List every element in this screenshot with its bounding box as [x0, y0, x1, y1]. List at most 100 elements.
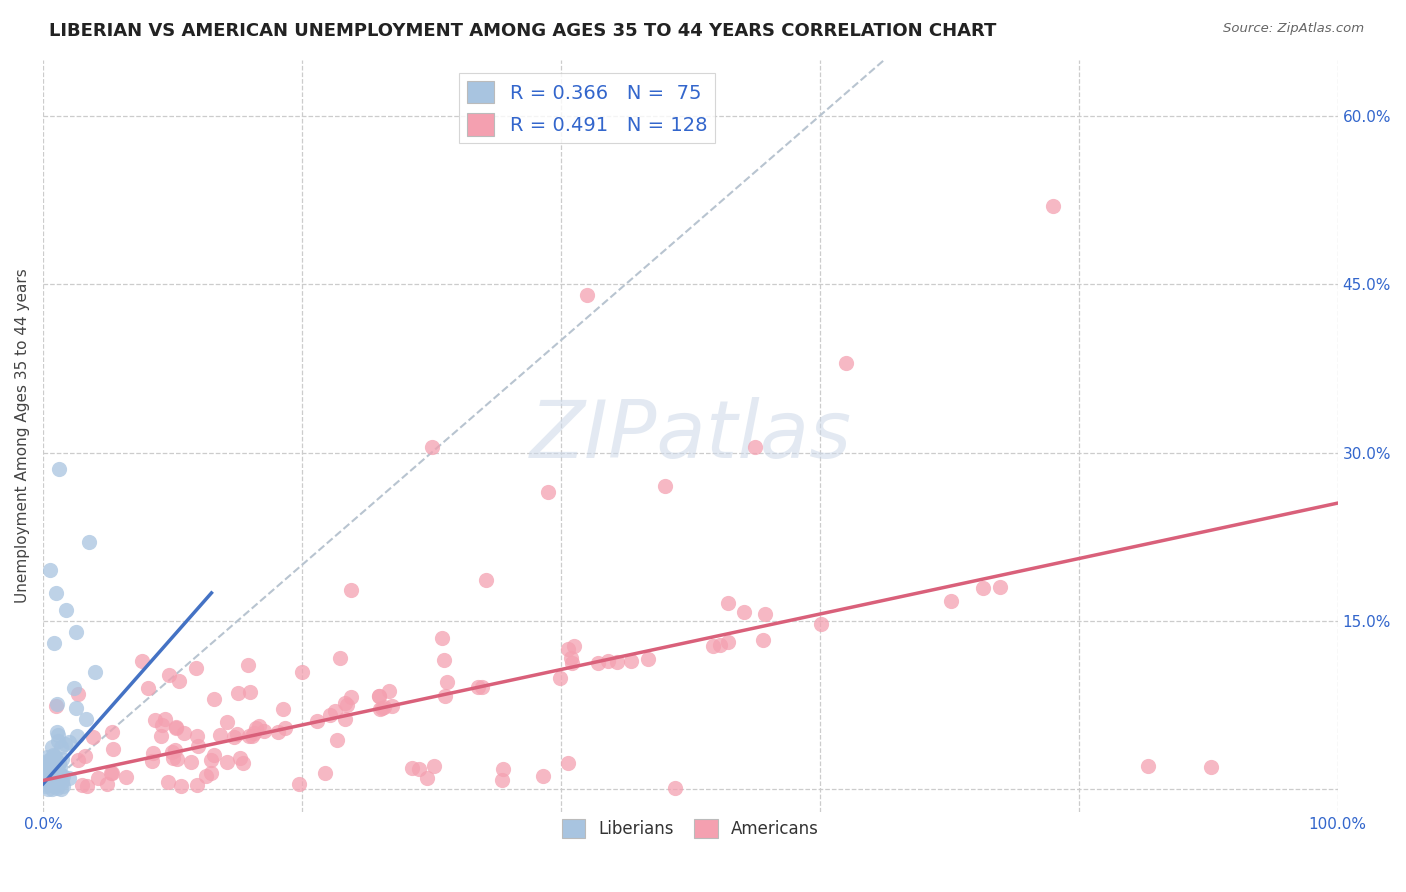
Point [170, 779, 193, 793]
Point [46, 728, 69, 742]
Point [101, 724, 124, 739]
Y-axis label: Unemployment Among Ages 35 to 44 years: Unemployment Among Ages 35 to 44 years [15, 268, 30, 603]
Point [287, 777, 309, 791]
Point [716, 595, 738, 609]
Point [149, 729, 172, 743]
Point [434, 689, 457, 703]
Point [45, 586, 67, 600]
Point [38, 758, 60, 772]
Point [1199, 760, 1222, 774]
Point [65, 700, 87, 714]
Point [229, 751, 252, 765]
Point [49, 740, 72, 755]
Point [44, 779, 66, 793]
Point [436, 674, 458, 689]
Point [231, 756, 253, 771]
Point [243, 726, 266, 740]
Point [273, 701, 295, 715]
Point [37, 778, 59, 792]
Point [307, 714, 329, 728]
Point [52, 769, 75, 783]
Point [586, 656, 609, 670]
Point [34, 772, 56, 786]
Point [173, 726, 195, 740]
Point [35, 771, 58, 785]
Point [744, 440, 766, 454]
Point [208, 728, 231, 742]
Point [368, 689, 391, 703]
Point [202, 748, 225, 763]
Point [49, 782, 72, 797]
Point [377, 684, 399, 698]
Point [157, 775, 180, 789]
Point [45, 774, 67, 789]
Point [55, 603, 77, 617]
Point [217, 755, 239, 769]
Point [561, 656, 583, 670]
Point [606, 655, 628, 669]
Point [37, 773, 59, 788]
Point [131, 655, 153, 669]
Point [202, 691, 225, 706]
Point [408, 762, 430, 776]
Point [247, 719, 270, 733]
Point [32, 764, 55, 779]
Point [333, 712, 356, 726]
Point [702, 640, 724, 654]
Point [48, 766, 70, 780]
Point [63, 681, 86, 696]
Point [58, 771, 80, 785]
Point [166, 752, 188, 766]
Point [314, 766, 336, 780]
Point [101, 765, 124, 780]
Point [162, 751, 184, 765]
Point [238, 730, 260, 744]
Point [200, 753, 222, 767]
Point [236, 657, 259, 672]
Point [340, 583, 363, 598]
Point [34, 763, 56, 777]
Point [42, 756, 65, 770]
Point [38, 756, 60, 771]
Point [44, 750, 66, 764]
Point [38, 772, 60, 787]
Point [215, 714, 238, 729]
Point [38, 765, 60, 780]
Point [34, 779, 56, 793]
Point [34, 765, 56, 780]
Point [329, 650, 352, 665]
Point [76, 780, 98, 794]
Point [37, 757, 59, 772]
Point [941, 594, 963, 608]
Point [335, 696, 357, 710]
Point [35, 756, 58, 770]
Point [560, 650, 582, 665]
Point [245, 722, 267, 736]
Point [32, 768, 55, 782]
Point [1137, 759, 1160, 773]
Point [48, 462, 70, 476]
Point [475, 574, 498, 588]
Point [491, 772, 513, 787]
Point [531, 769, 554, 783]
Point [267, 725, 290, 739]
Point [180, 756, 202, 770]
Point [165, 722, 187, 736]
Point [41, 773, 63, 788]
Legend: Liberians, Americans: Liberians, Americans [555, 813, 825, 845]
Point [75, 712, 97, 726]
Point [96, 777, 118, 791]
Point [82, 730, 104, 744]
Point [339, 690, 361, 704]
Point [291, 665, 314, 680]
Text: LIBERIAN VS AMERICAN UNEMPLOYMENT AMONG AGES 35 TO 44 YEARS CORRELATION CHART: LIBERIAN VS AMERICAN UNEMPLOYMENT AMONG … [49, 22, 997, 40]
Point [35, 749, 58, 764]
Point [37, 768, 59, 782]
Point [150, 717, 173, 731]
Point [77, 535, 100, 549]
Point [44, 752, 66, 766]
Point [32, 759, 55, 773]
Point [368, 689, 391, 703]
Point [141, 754, 163, 768]
Point [45, 697, 67, 711]
